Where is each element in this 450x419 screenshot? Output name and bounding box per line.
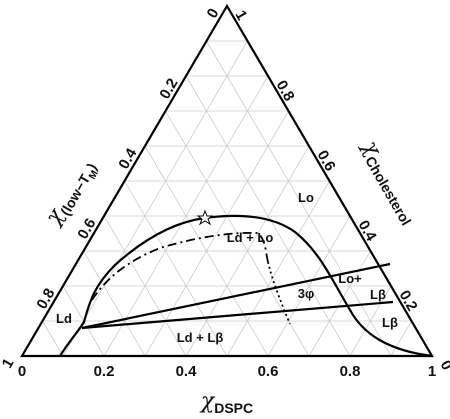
axis-title: χDSPC	[199, 389, 253, 414]
tie-line	[81, 300, 394, 330]
x-tick-label: 1	[428, 363, 436, 380]
x-tick-label: 0.2	[94, 363, 115, 380]
grid-line	[144, 110, 289, 357]
x-tick-label: 0.4	[176, 363, 198, 380]
grid-line	[390, 320, 412, 357]
grid-line	[62, 40, 248, 357]
region-label: Ld + Lβ	[177, 330, 224, 345]
x-tick-label: 0	[18, 363, 26, 380]
chol-tick-label: 1	[232, 8, 251, 24]
axis-name: DSPC	[214, 400, 253, 414]
dash-dot-boundary	[91, 231, 269, 301]
star-marker	[196, 209, 214, 226]
triangle-frame	[20, 3, 434, 358]
region-label: 3φ	[298, 286, 315, 301]
low-tick-label: 0.2	[156, 76, 181, 103]
region-label: Lβ	[370, 287, 386, 302]
grid-line	[124, 180, 228, 357]
axis-title: χCholesterol	[354, 135, 424, 228]
low-tick-label: 1	[0, 356, 17, 372]
chol-tick-label: 0	[437, 358, 450, 374]
region-label: Ld + Lo	[227, 230, 274, 245]
chol-tick-label: 0.8	[273, 78, 298, 105]
x-tick-label: 0.8	[340, 363, 361, 380]
dotted-boundary	[267, 261, 291, 325]
grid-line	[103, 215, 187, 357]
grid-line	[267, 215, 351, 357]
chol-tick-label: 0.6	[314, 148, 339, 175]
region-label: Lβ	[382, 315, 398, 330]
tie-line	[81, 262, 391, 330]
grid-line	[226, 180, 330, 357]
low-tick-label: 0.6	[74, 216, 99, 243]
chol-tick-label: 0.2	[396, 288, 421, 315]
region-label: Ld	[56, 311, 72, 326]
grid-line	[308, 250, 371, 357]
chol-tick-label: 0.4	[355, 218, 380, 245]
grid	[42, 40, 412, 357]
axis-symbol: χ	[199, 389, 216, 414]
low-tick-label: 0	[204, 6, 223, 22]
x-tick-label: 0.6	[258, 363, 279, 380]
grid-line	[42, 320, 64, 357]
region-label: Lo+	[338, 271, 362, 286]
axis-name: (low−T	[57, 171, 93, 218]
grid-line	[83, 250, 146, 357]
grid-line	[206, 40, 392, 357]
region-label: Lo	[298, 190, 314, 205]
low-tick-label: 0.8	[33, 286, 58, 313]
low-tick-label: 0.4	[115, 145, 140, 172]
grid-line	[349, 285, 392, 357]
